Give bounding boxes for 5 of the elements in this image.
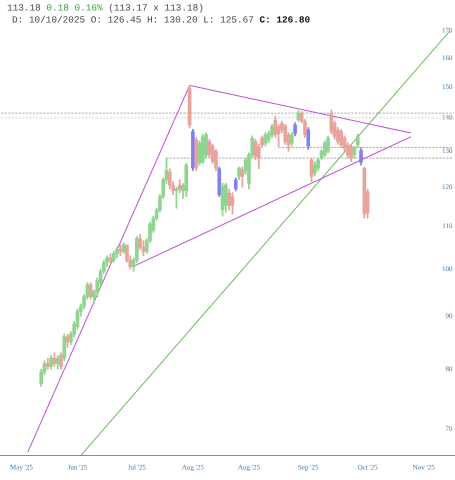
text: 0.18 0.16% — [46, 2, 104, 14]
text: 113.18 — [7, 2, 42, 14]
text: D: 10/10/2025 O: 126.45 H: 130.20 L: 125.67 — [12, 14, 254, 26]
text: C: 126.80 — [260, 14, 311, 26]
text: (113.17 x 113.18) — [108, 2, 204, 14]
